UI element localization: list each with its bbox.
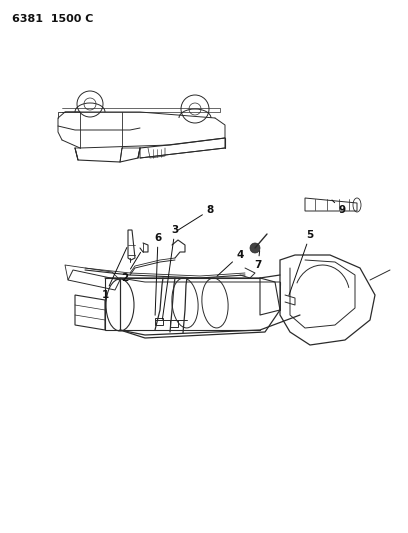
Circle shape: [250, 243, 260, 253]
Text: 6381  1500 C: 6381 1500 C: [12, 14, 93, 24]
Text: 9: 9: [332, 200, 346, 215]
Text: 6: 6: [154, 233, 162, 315]
Text: 2: 2: [121, 252, 141, 283]
Text: 8: 8: [177, 205, 214, 230]
Text: 1: 1: [101, 247, 127, 300]
Text: 7: 7: [254, 251, 262, 270]
Text: 4: 4: [217, 250, 244, 276]
Text: 5: 5: [289, 230, 314, 295]
Text: 3: 3: [162, 225, 179, 319]
